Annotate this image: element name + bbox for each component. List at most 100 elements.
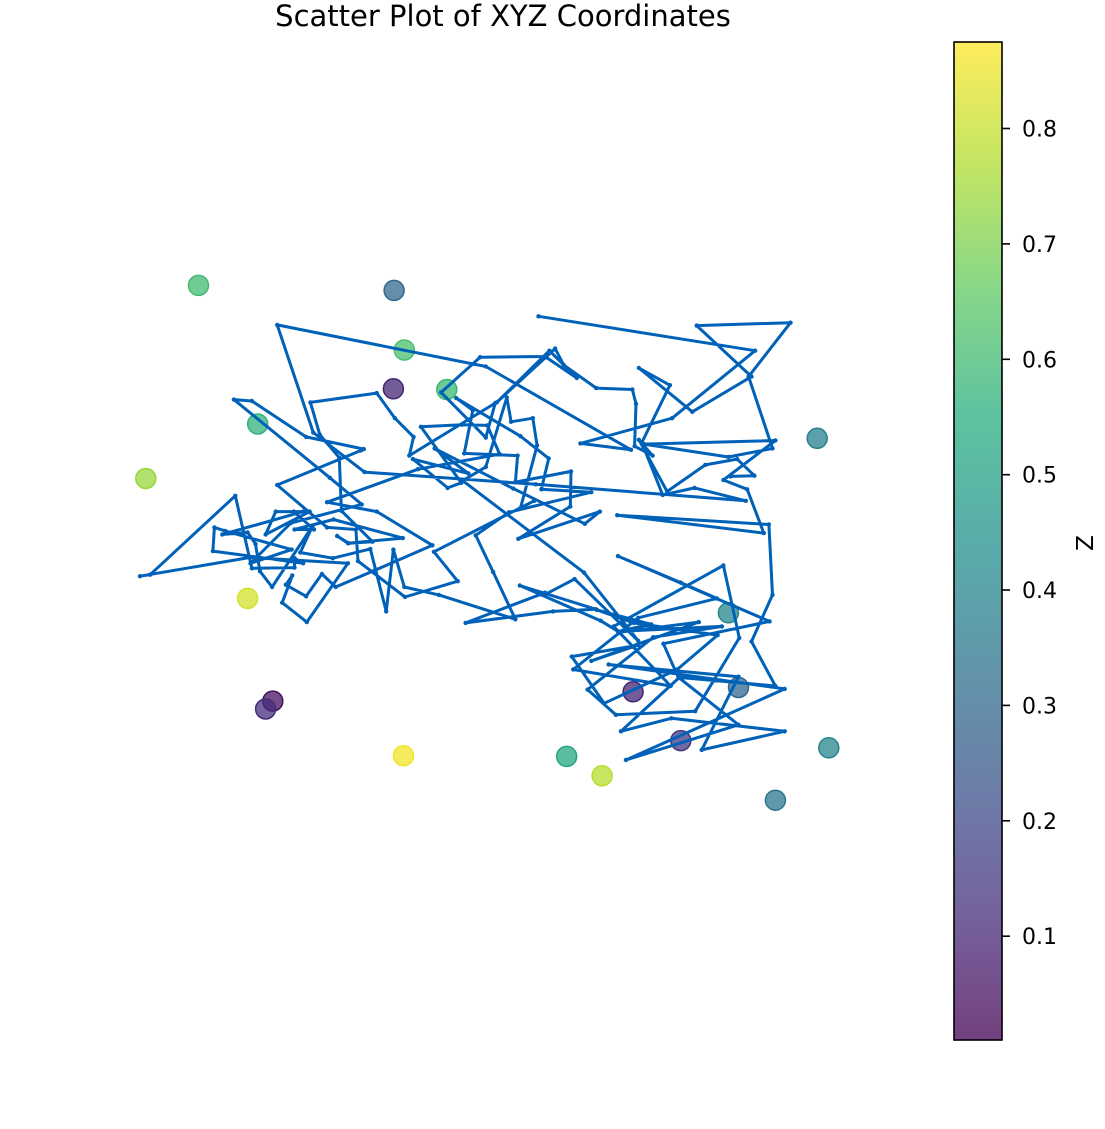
- line-vertex-138: [466, 471, 471, 476]
- scatter-point-5: [246, 413, 269, 435]
- line-vertex-146: [513, 479, 518, 485]
- line-vertex-126: [372, 568, 377, 573]
- line-vertex-158: [513, 617, 518, 622]
- line-vertex-171: [220, 532, 225, 537]
- line-vertex-186: [337, 455, 342, 460]
- line-vertex-180: [400, 535, 405, 541]
- line-vertex-67: [569, 654, 574, 659]
- colorbar-tick-label-3: 0.4: [1022, 579, 1057, 604]
- line-vertex-19: [788, 320, 793, 325]
- line-vertex-25: [721, 477, 726, 483]
- line-vertex-100: [249, 398, 255, 404]
- plot-area: [135, 274, 840, 811]
- colorbar-tick-label-4: 0.5: [1022, 464, 1057, 489]
- line-vertex-151: [518, 434, 523, 439]
- line-vertex-80: [636, 638, 641, 643]
- line-vertex-54: [737, 635, 742, 641]
- line-vertex-9: [533, 482, 538, 487]
- line-vertex-63: [631, 620, 636, 626]
- line-vertex-85: [508, 419, 514, 424]
- line-vertex-27: [761, 530, 766, 536]
- line-vertex-183: [346, 541, 351, 546]
- line-vertex-128: [374, 509, 379, 514]
- line-vertex-130: [415, 467, 421, 472]
- line-vertex-107: [223, 528, 228, 534]
- line-vertex-124: [319, 571, 325, 577]
- colorbar: 0.1 0.2 0.3 0.4 0.5 0.6 0.7 0.8 Z: [953, 41, 1099, 1041]
- line-vertex-134: [418, 424, 424, 429]
- line-vertex-86: [530, 416, 535, 421]
- line-vertex-152: [546, 456, 551, 461]
- line-vertices: [137, 314, 793, 763]
- line-vertex-194: [483, 435, 488, 440]
- line-vertex-207: [650, 453, 655, 458]
- line-vertex-66: [602, 701, 607, 706]
- line-vertex-56: [613, 712, 618, 717]
- colorbar-gradient: [954, 42, 1002, 1040]
- line-vertex-150: [454, 395, 459, 401]
- line-vertex-120: [280, 600, 285, 605]
- line-vertex-16: [690, 409, 695, 414]
- line-vertex-103: [359, 502, 364, 507]
- scatter-point-1: [383, 279, 405, 302]
- line-vertex-188: [308, 400, 313, 405]
- line-vertex-24: [773, 438, 778, 443]
- line-vertex-48: [714, 596, 720, 601]
- scatter-point-3: [382, 378, 405, 400]
- scatter-point-7: [135, 467, 157, 490]
- line-vertex-190: [392, 416, 398, 421]
- line-vertex-81: [581, 570, 587, 575]
- line-vertex-31: [749, 639, 754, 644]
- line-vertex-208: [636, 437, 642, 442]
- line-vertex-175: [307, 509, 312, 514]
- line-vertex-3: [578, 441, 583, 446]
- line-vertex-125: [333, 584, 338, 590]
- line-vertex-30: [770, 592, 775, 598]
- line-vertex-69: [589, 658, 594, 664]
- line-vertex-119: [304, 619, 309, 625]
- line-vertex-205: [633, 401, 639, 407]
- line-vertex-58: [651, 635, 656, 640]
- line-vertex-209: [664, 489, 670, 494]
- line-vertex-29: [766, 522, 772, 527]
- line-vertex-144: [568, 504, 573, 509]
- line-vertex-94: [353, 527, 359, 532]
- line-vertex-21: [770, 446, 775, 451]
- line-vertex-136: [445, 485, 450, 491]
- line-vertex-210: [703, 462, 708, 468]
- line-vertex-196: [477, 355, 483, 360]
- scatter-point-13: [254, 698, 277, 720]
- line-vertex-203: [594, 385, 599, 391]
- line-vertex-114: [233, 493, 238, 498]
- line-vertex-168: [257, 569, 263, 574]
- line-vertex-92: [402, 594, 408, 600]
- line-vertex-173: [273, 509, 278, 514]
- line-vertex-110: [301, 561, 306, 566]
- line-vertex-101: [231, 397, 237, 402]
- line-vertex-20: [746, 374, 751, 379]
- line-vertex-2: [669, 416, 675, 421]
- line-vertex-76: [463, 620, 468, 626]
- line-vertex-123: [303, 594, 309, 599]
- line-vertex-177: [311, 527, 317, 532]
- line-vertex-192: [407, 453, 412, 458]
- line-vertex-112: [292, 565, 297, 570]
- line-vertex-35: [623, 757, 629, 763]
- line-vertex-148: [462, 451, 467, 456]
- line-vertex-116: [137, 574, 143, 579]
- line-vertex-84: [504, 395, 509, 400]
- scatter-point-15: [818, 737, 840, 759]
- line-vertex-88: [518, 505, 523, 511]
- line-vertex-122: [283, 582, 288, 587]
- line-vertex-45: [767, 619, 772, 624]
- line-vertex-72: [598, 618, 603, 623]
- line-vertex-32: [773, 683, 778, 689]
- line-vertex-117: [247, 555, 252, 560]
- line-vertex-10: [743, 498, 748, 503]
- line-vertex-102: [327, 475, 333, 480]
- line-vertex-39: [699, 747, 704, 753]
- scatter-point-16: [392, 744, 415, 767]
- line-vertex-142: [597, 509, 603, 514]
- line-vertex-159: [436, 592, 442, 598]
